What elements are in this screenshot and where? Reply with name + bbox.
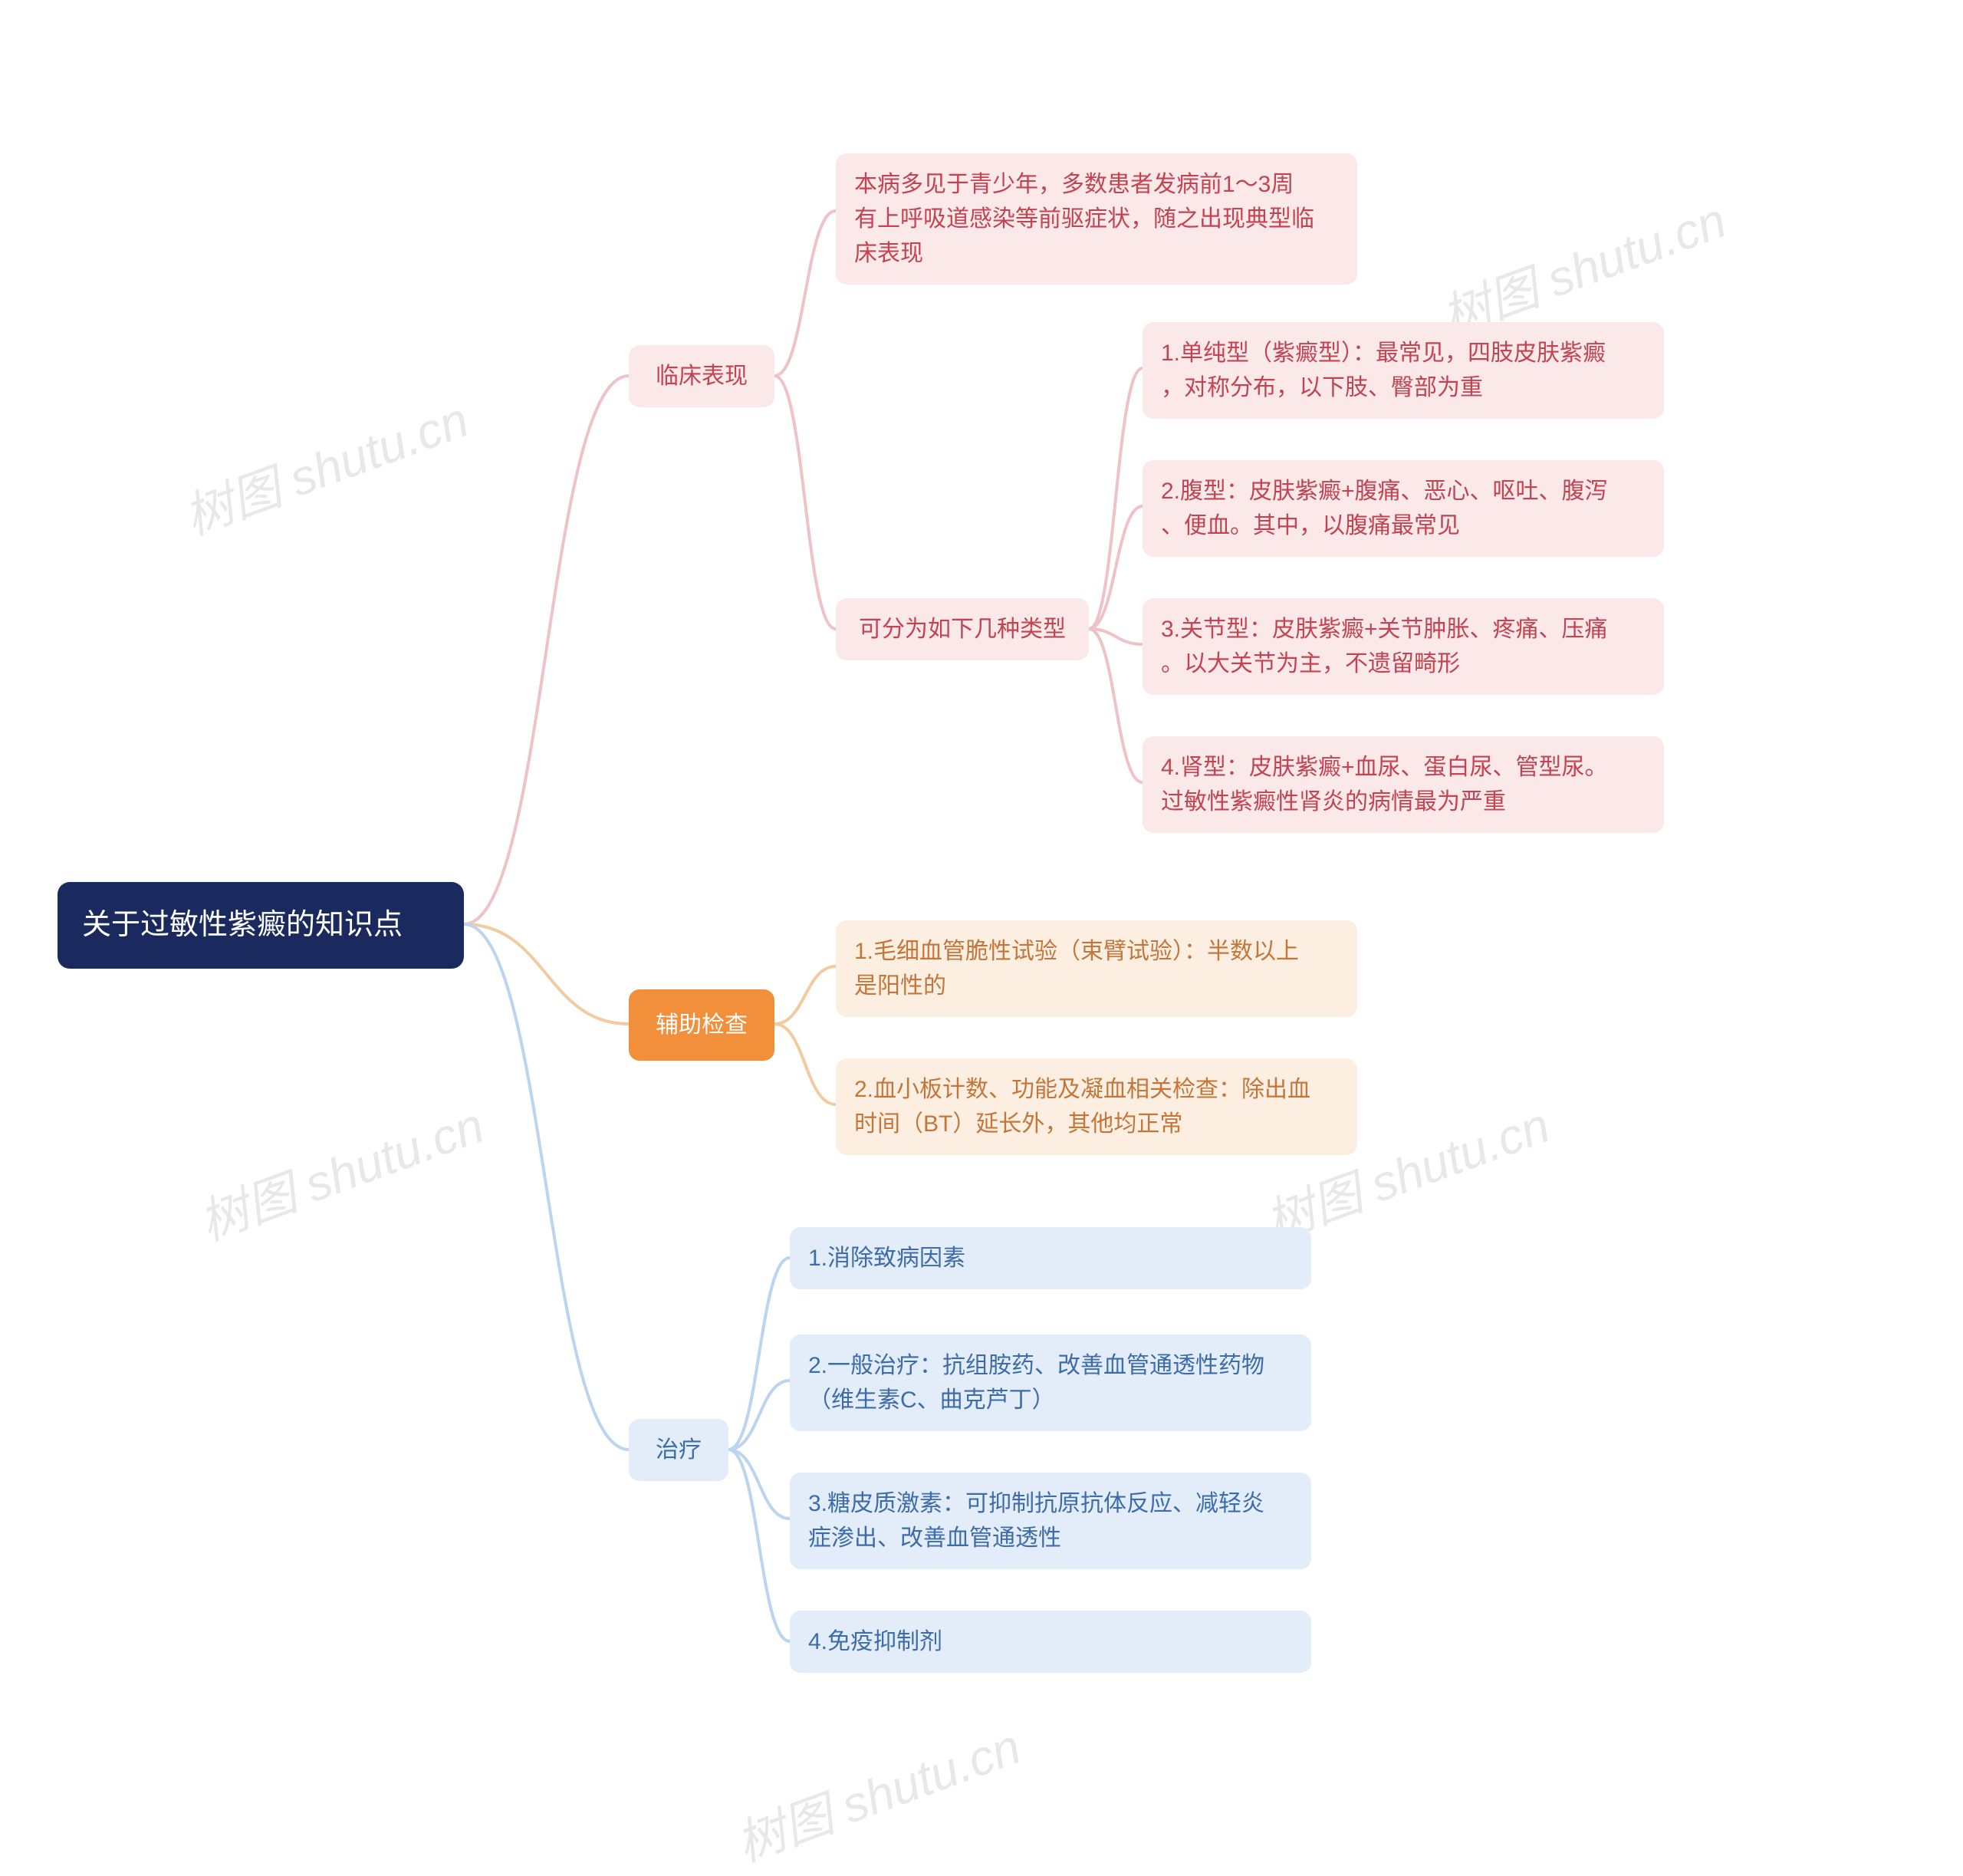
branch-types[interactable]: 可分为如下几种类型 — [836, 598, 1089, 660]
leaf-type-2[interactable]: 2.腹型：皮肤紫癜+腹痛、恶心、呕吐、腹泻 、便血。其中，以腹痛最常见 — [1143, 460, 1664, 557]
leaf-aux-2[interactable]: 2.血小板计数、功能及凝血相关检查：除出血 时间（BT）延长外，其他均正常 — [836, 1058, 1357, 1155]
watermark: 树图 shutu.cn — [173, 380, 477, 548]
leaf-treat-1[interactable]: 1.消除致病因素 — [790, 1227, 1311, 1289]
branch-treatment[interactable]: 治疗 — [629, 1419, 728, 1481]
leaf-treat-3[interactable]: 3.糖皮质激素：可抑制抗原抗体反应、减轻炎 症渗出、改善血管通透性 — [790, 1473, 1311, 1569]
branch-clinical[interactable]: 临床表现 — [629, 345, 774, 407]
leaf-type-3[interactable]: 3.关节型：皮肤紫癜+关节肿胀、疼痛、压痛 。以大关节为主，不遗留畸形 — [1143, 598, 1664, 695]
branch-aux-exam[interactable]: 辅助检查 — [629, 989, 774, 1061]
watermark: 树图 shutu.cn — [189, 1086, 492, 1254]
leaf-treat-2[interactable]: 2.一般治疗：抗组胺药、改善血管通透性药物 （维生素C、曲克芦丁） — [790, 1335, 1311, 1431]
leaf-type-4[interactable]: 4.肾型：皮肤紫癜+血尿、蛋白尿、管型尿。 过敏性紫癜性肾炎的病情最为严重 — [1143, 736, 1664, 833]
root-node[interactable]: 关于过敏性紫癜的知识点 — [58, 882, 464, 969]
leaf-type-1[interactable]: 1.单纯型（紫癜型）：最常见，四肢皮肤紫癜 ，对称分布，以下肢、臀部为重 — [1143, 322, 1664, 419]
leaf-clinical-intro[interactable]: 本病多见于青少年，多数患者发病前1～3周 有上呼吸道感染等前驱症状，随之出现典型… — [836, 153, 1357, 285]
leaf-aux-1[interactable]: 1.毛细血管脆性试验（束臂试验）：半数以上 是阳性的 — [836, 920, 1357, 1017]
leaf-treat-4[interactable]: 4.免疫抑制剂 — [790, 1611, 1311, 1673]
